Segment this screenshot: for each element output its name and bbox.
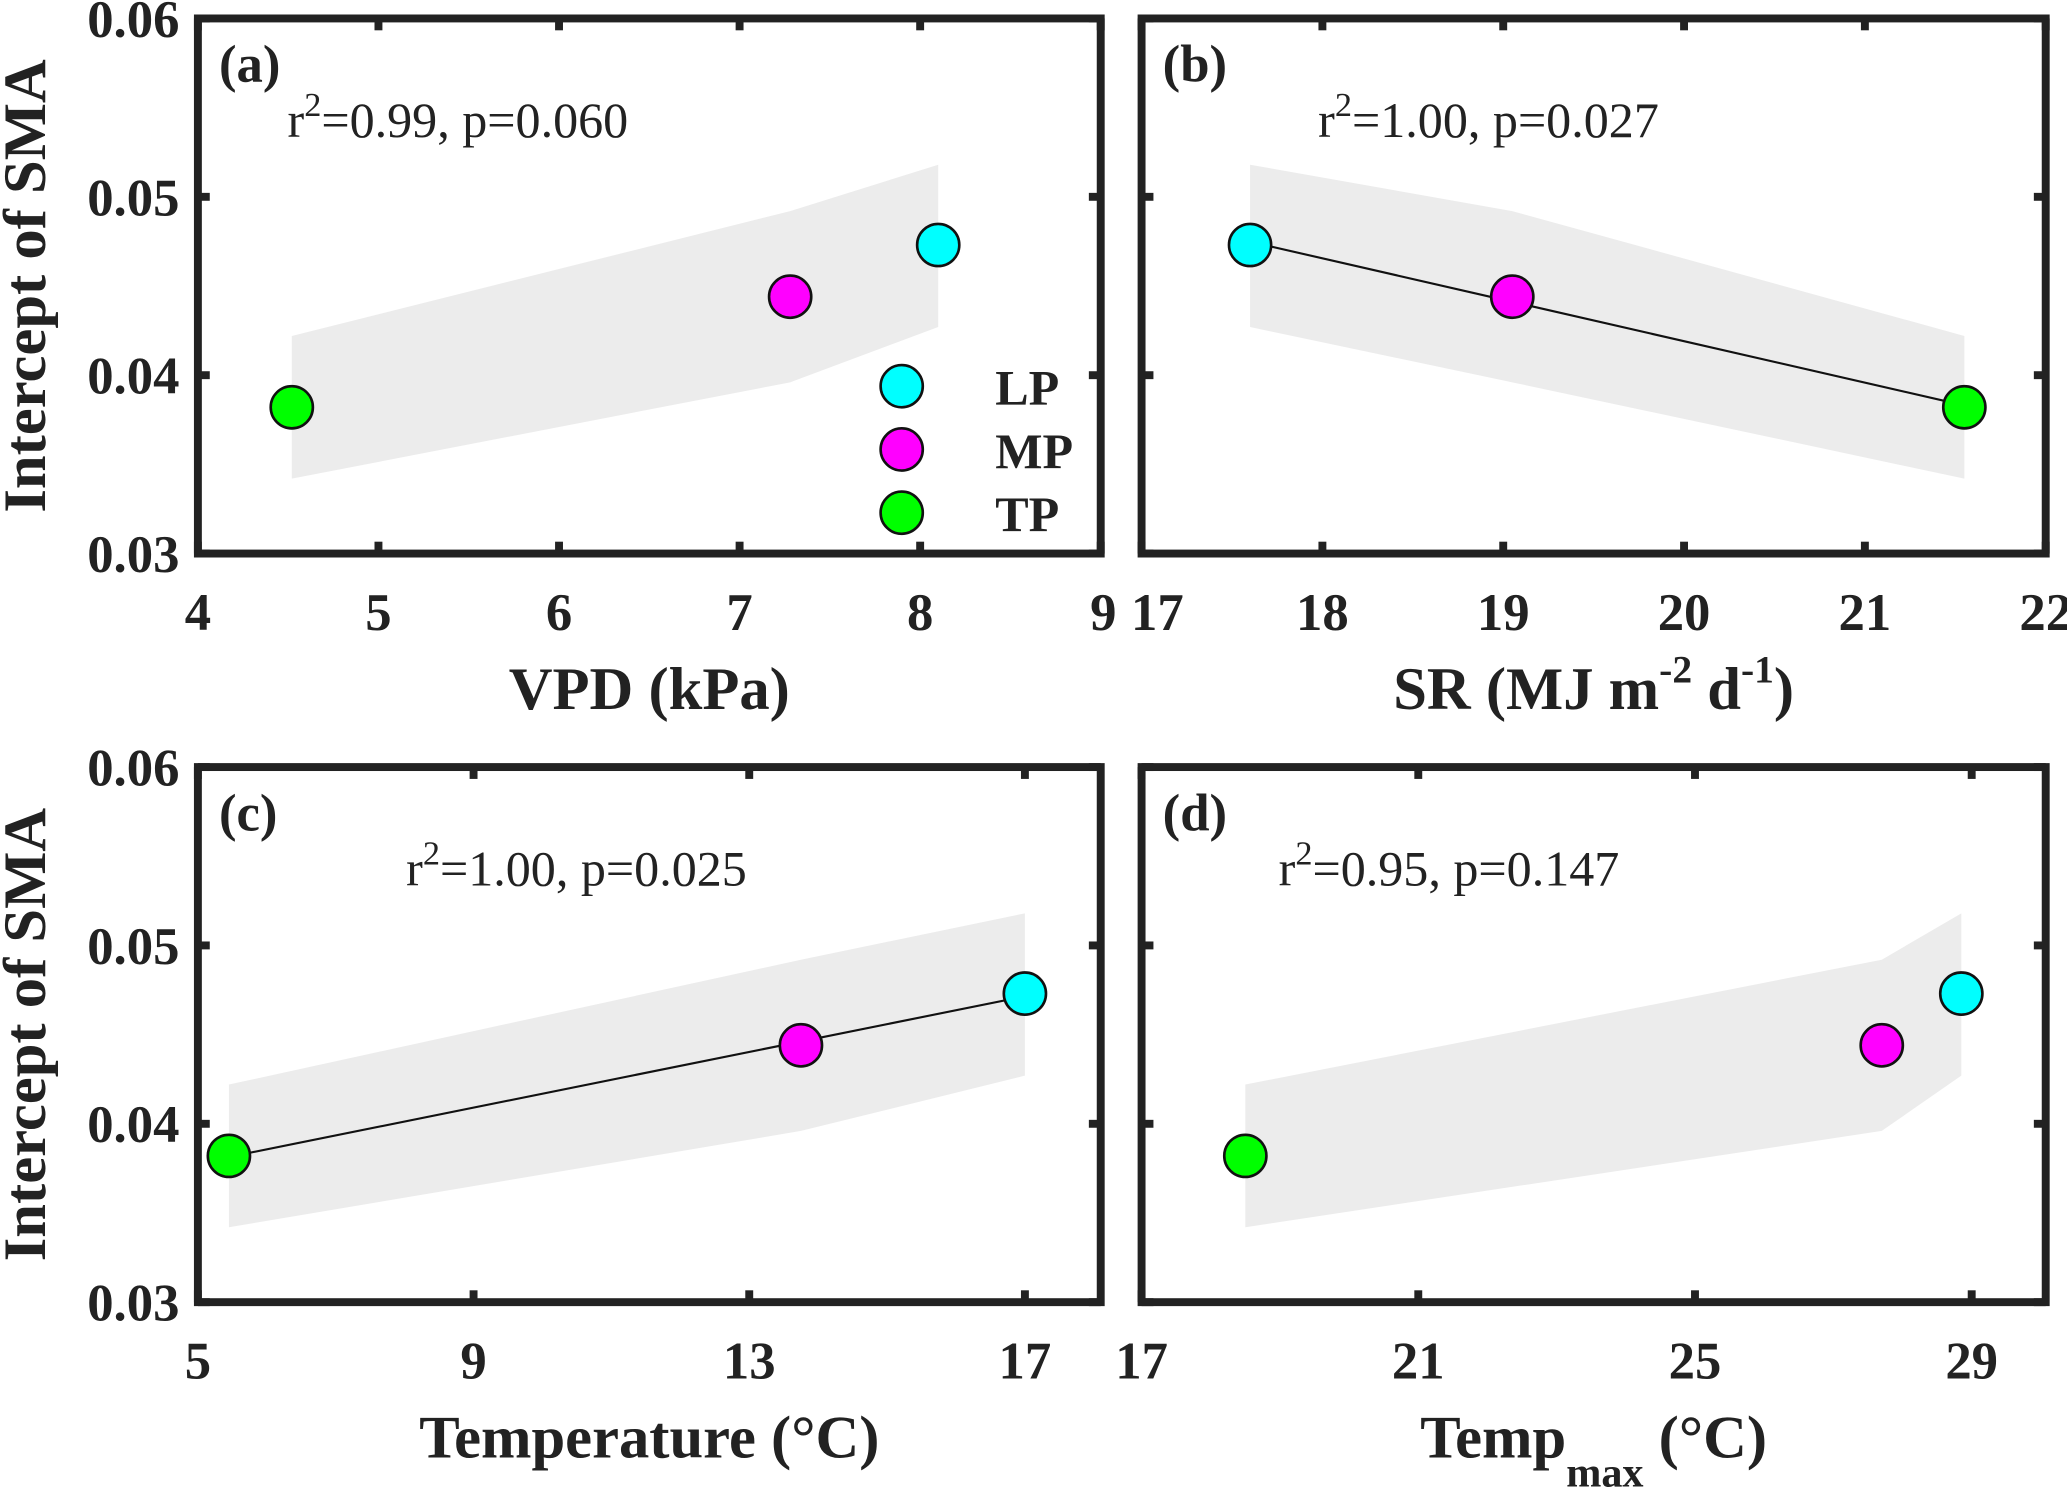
panel-c: 5 9 13 17 0.03 0.04 0.05 0.06 (c) r2=1.00, p=0.02…	[0, 740, 1105, 1472]
y-tick-label: 0.05	[87, 918, 179, 976]
x-label-text: SR (MJ m	[1393, 656, 1659, 723]
annotation-r: r	[1318, 92, 1335, 148]
data-point-TP	[1941, 384, 1987, 430]
stats-annotation: r2=1.00, p=0.025	[406, 835, 747, 897]
data-point-MP	[778, 1022, 824, 1068]
data-point-LP	[1227, 222, 1273, 268]
x-tick-label: 13	[723, 1333, 776, 1391]
x-label-superscript: -2	[1659, 648, 1692, 692]
y-tick-label: 0.03	[87, 1275, 179, 1333]
axes-frame	[193, 763, 1105, 1307]
legend-marker-MP	[879, 427, 925, 472]
annotation-superscript: 2	[1335, 86, 1352, 124]
panel-label: (d)	[1163, 784, 1227, 842]
data-point-MP	[767, 274, 813, 320]
x-label-text: d	[1692, 656, 1741, 723]
data-point-MP	[1489, 274, 1535, 320]
x-axis-label: Temperature (°C)	[419, 1405, 879, 1472]
panel-a: 4 5 6 7 8 9 0.03 0.04 0.05 0.06 (a)r2=0.99, p=0.06…	[0, 0, 1117, 723]
y-tick-label: 0.04	[87, 348, 179, 406]
annotation-r: r	[1279, 841, 1296, 897]
x-label-text: Temperature (°C)	[419, 1405, 879, 1472]
x-tick-label: 5	[185, 1333, 211, 1391]
y-tick-label: 0.06	[87, 740, 179, 798]
regression-line	[228, 995, 1026, 1159]
axes-frame	[1137, 14, 2050, 558]
annotation-r: r	[288, 92, 305, 148]
annotation-values: =1.00, p=0.027	[1352, 92, 1659, 148]
legend-marker-LP	[879, 363, 925, 409]
y-axis-label: Intercept of SMA	[0, 59, 59, 513]
data-point-LP	[1002, 971, 1048, 1016]
panel-label: (a)	[219, 36, 280, 94]
x-tick-label: 21	[1839, 584, 1892, 642]
confidence-band	[1245, 913, 1962, 1228]
annotation-superscript: 2	[1295, 835, 1312, 873]
x-tick-label: 9	[1090, 584, 1116, 642]
x-tick-label: 4	[185, 584, 211, 642]
x-tick-label: 20	[1658, 584, 1711, 642]
x-tick-label: 19	[1477, 584, 1530, 642]
annotation-values: =0.95, p=0.147	[1312, 841, 1619, 897]
y-tick-label: 0.05	[87, 169, 179, 227]
x-axis-label: SR (MJ m-2 d-1)	[1393, 648, 1794, 723]
annotation-superscript: 2	[423, 835, 440, 873]
legend-label-LP: LP	[995, 360, 1059, 416]
y-axis-label: Intercept of SMA	[0, 808, 59, 1262]
regression-line	[1249, 240, 1965, 407]
x-tick-label: 6	[546, 584, 572, 642]
legend-marker-TP	[879, 490, 925, 536]
x-label-subscript: max	[1566, 1450, 1643, 1488]
confidence-band	[228, 913, 1025, 1228]
annotation-r: r	[406, 841, 423, 897]
x-label-superscript: -1	[1741, 648, 1774, 692]
x-label-text: )	[1774, 656, 1794, 723]
confidence-band	[1250, 164, 1965, 479]
axes-frame	[193, 14, 1105, 558]
y-tick-label: 0.06	[87, 0, 179, 49]
x-tick-label: 21	[1392, 1333, 1445, 1391]
axes-frame	[1137, 763, 2050, 1307]
y-tick-label: 0.03	[87, 526, 179, 584]
annotation-values: =1.00, p=0.025	[440, 841, 747, 897]
x-label-text: VPD (kPa)	[509, 656, 790, 723]
x-tick-label: 17	[999, 1333, 1052, 1391]
stats-annotation: r2=0.95, p=0.147	[1279, 835, 1620, 897]
annotation-values: =0.99, p=0.060	[321, 92, 628, 148]
x-tick-label: 17	[1131, 584, 1184, 642]
x-tick-label: 7	[726, 584, 752, 642]
y-tick-label: 0.04	[87, 1096, 179, 1154]
x-tick-label: 17	[1115, 1333, 1168, 1391]
x-tick-label: 29	[1945, 1333, 1998, 1391]
x-tick-label: 8	[907, 584, 933, 642]
legend: LP MP TP	[879, 360, 1073, 542]
confidence-band	[291, 164, 939, 479]
x-tick-label: 18	[1296, 584, 1349, 642]
data-point-LP	[1938, 971, 1984, 1016]
x-axis-label: Tempmax (°C)	[1420, 1405, 1767, 1488]
data-point-TP	[206, 1133, 252, 1179]
stats-annotation: r2=0.99, p=0.060	[288, 86, 629, 148]
panel-label: (c)	[219, 784, 278, 842]
panel-d: 17 21 25 29 (d) r2=0.95, p=0.147 Tempmax (°C)	[1115, 763, 2050, 1488]
stats-annotation: r2=1.00, p=0.027	[1318, 86, 1659, 148]
legend-label-MP: MP	[995, 423, 1073, 479]
x-tick-label: 22	[2019, 584, 2067, 642]
annotation-superscript: 2	[304, 86, 321, 124]
x-tick-label: 9	[460, 1333, 486, 1391]
x-tick-label: 25	[1669, 1333, 1722, 1391]
x-tick-label: 5	[365, 584, 391, 642]
data-point-TP	[1222, 1133, 1268, 1179]
data-point-MP	[1859, 1022, 1905, 1068]
data-point-LP	[915, 222, 961, 268]
x-label-text: (°C)	[1644, 1405, 1768, 1472]
data-point-TP	[269, 384, 315, 430]
x-label-text: Temp	[1420, 1405, 1566, 1472]
legend-label-TP: TP	[995, 486, 1059, 542]
x-axis-label: VPD (kPa)	[509, 656, 790, 723]
panel-label: (b)	[1163, 36, 1227, 94]
